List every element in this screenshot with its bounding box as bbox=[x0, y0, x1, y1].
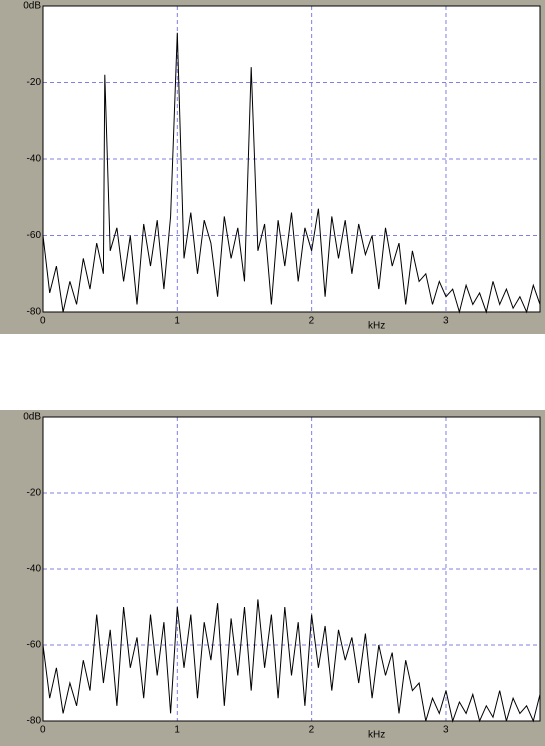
x-axis-label: kHz bbox=[368, 730, 385, 741]
x-tick-label: 2 bbox=[309, 725, 315, 736]
y-tick-label: -40 bbox=[27, 564, 42, 575]
plot-border bbox=[42, 416, 541, 722]
y-tick-label: 0dB bbox=[23, 412, 41, 423]
y-tick-label: -80 bbox=[27, 307, 42, 318]
x-tick-label: 0 bbox=[40, 316, 46, 327]
y-tick-label: 0dB bbox=[23, 1, 41, 12]
spectrum-line bbox=[42, 599, 541, 723]
y-tick-label: -40 bbox=[27, 154, 42, 165]
y-tick-label: -20 bbox=[27, 488, 42, 499]
plot-border bbox=[42, 5, 541, 313]
x-tick-label: 1 bbox=[174, 316, 180, 327]
spectrum-line bbox=[42, 32, 541, 314]
x-tick-label: 0 bbox=[40, 725, 46, 736]
x-tick-label: 1 bbox=[174, 725, 180, 736]
y-tick-label: -60 bbox=[27, 640, 42, 651]
x-tick-label: 3 bbox=[443, 725, 449, 736]
x-tick-label: 3 bbox=[443, 316, 449, 327]
y-tick-label: -20 bbox=[27, 77, 42, 88]
x-tick-label: 2 bbox=[309, 316, 315, 327]
x-axis-label: kHz bbox=[368, 321, 385, 332]
y-tick-label: -80 bbox=[27, 716, 42, 727]
y-tick-label: -60 bbox=[27, 230, 42, 241]
